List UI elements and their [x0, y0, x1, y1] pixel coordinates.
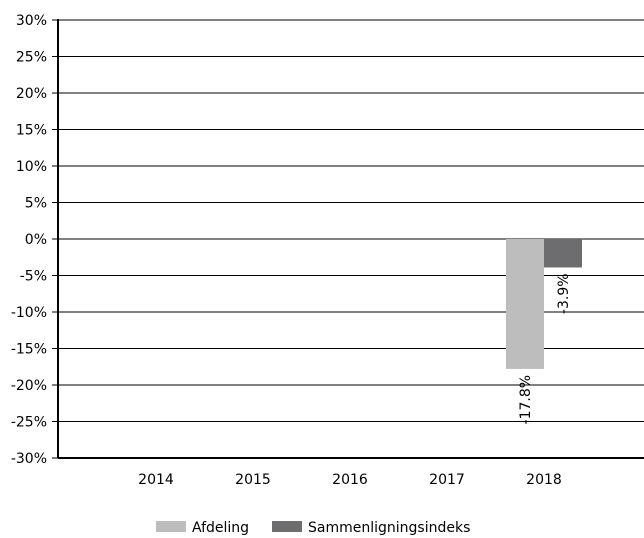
y-tick-label: -5% [20, 269, 47, 285]
legend-label: Sammenligningsindeks [308, 520, 470, 536]
x-tick-label: 2014 [138, 472, 174, 488]
x-tick-label: 2018 [526, 472, 562, 488]
x-tick-label: 2017 [429, 472, 465, 488]
y-tick-label: -15% [11, 342, 47, 358]
y-tick-label: 15% [16, 123, 47, 139]
legend: Afdeling Sammenligningsindeks [156, 520, 470, 536]
y-tick-label: -10% [11, 305, 47, 321]
legend-swatch [156, 521, 186, 532]
legend-swatch [272, 521, 302, 532]
legend-label: Afdeling [192, 520, 249, 536]
y-tick-label: 30% [16, 13, 47, 29]
bars [506, 239, 582, 369]
x-tick-label: 2015 [235, 472, 271, 488]
data-labels: -17.8% -3.9% [518, 273, 572, 424]
y-tick-label: 0% [25, 232, 47, 248]
data-label: -17.8% [518, 375, 534, 425]
data-label: -3.9% [556, 273, 572, 314]
y-tick-label: -25% [11, 415, 47, 431]
y-tick-label: 5% [25, 196, 47, 212]
y-tick-label: 25% [16, 50, 47, 66]
y-tick-label: 10% [16, 159, 47, 175]
bar [544, 239, 582, 268]
y-tick-label: -20% [11, 378, 47, 394]
bar [506, 239, 544, 369]
axes [57, 19, 644, 459]
y-tick-label: 20% [16, 86, 47, 102]
y-tick-label: -30% [11, 451, 47, 467]
y-axis-tick-labels: 30% 25% 20% 15% 10% 5% 0% -5% -10% -15% -20% -25% -3… [11, 13, 47, 467]
x-axis-tick-labels: 2014 2015 2016 2017 2018 [138, 472, 562, 488]
x-tick-label: 2016 [332, 472, 368, 488]
